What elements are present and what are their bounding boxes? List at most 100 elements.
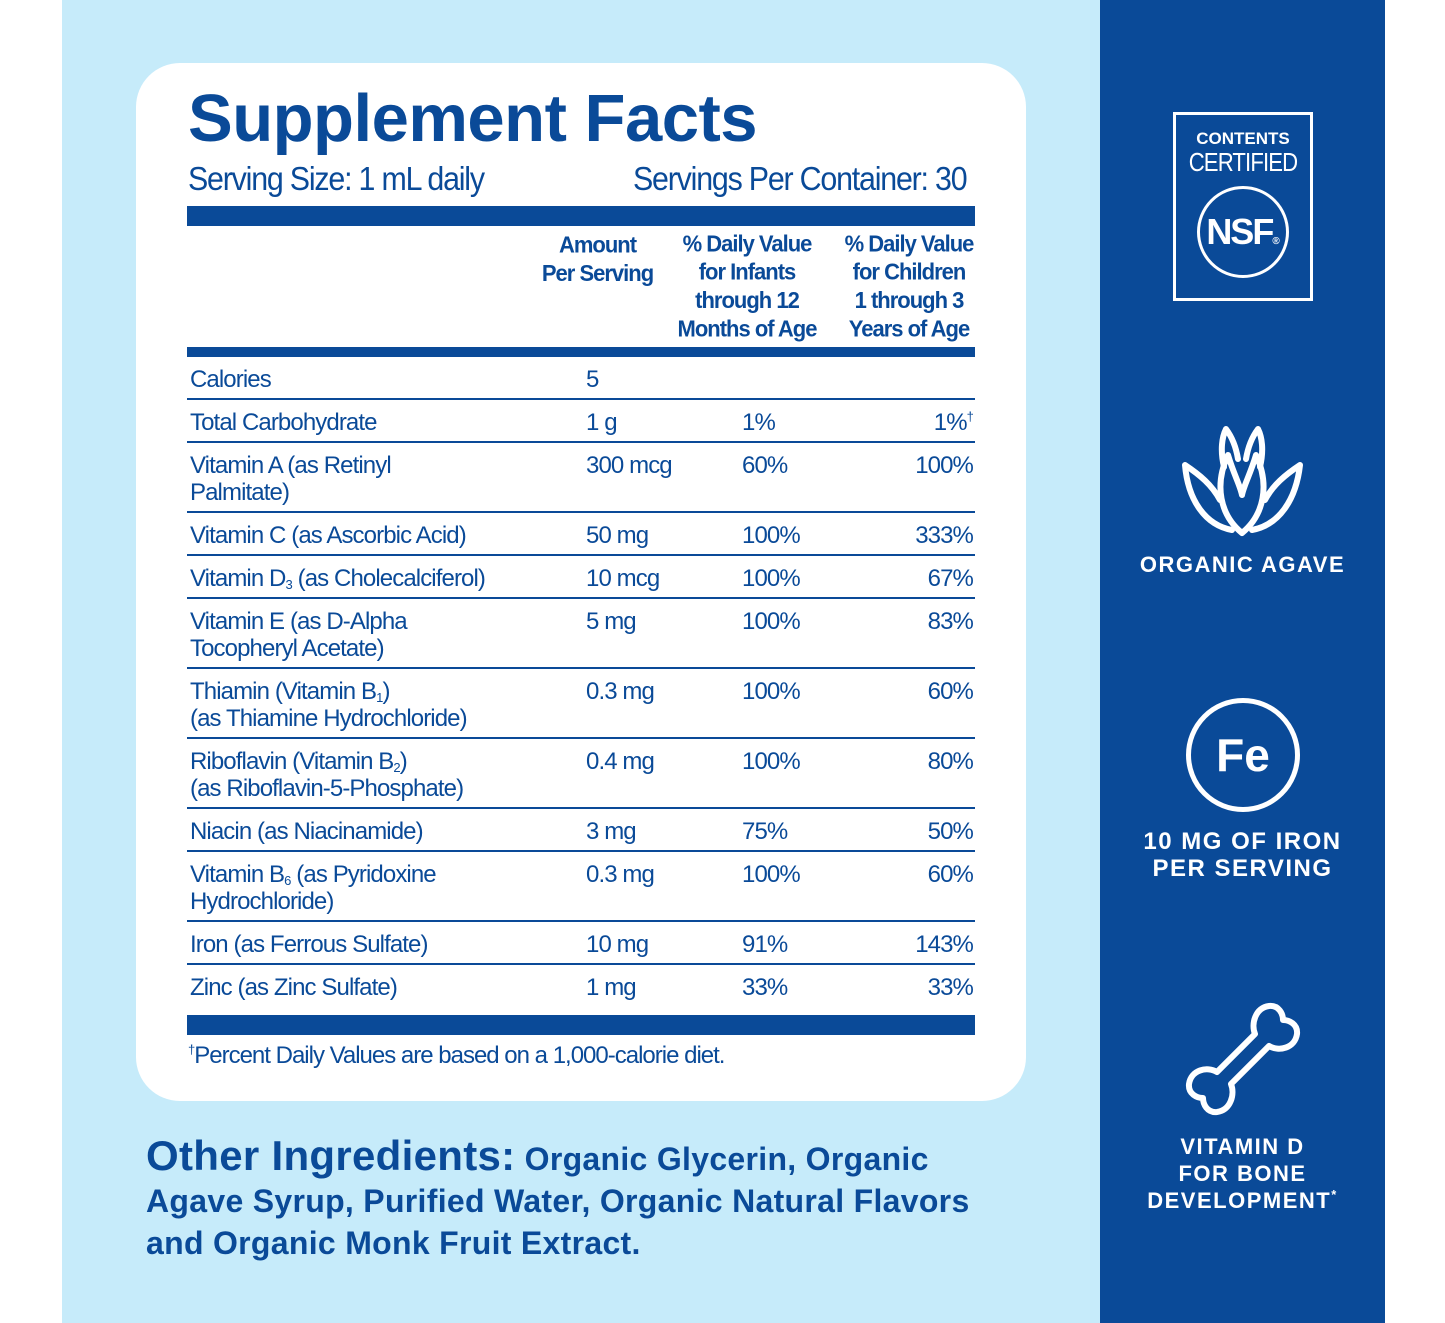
children-text: 100% (915, 452, 974, 479)
nutrient-name-line: Total Carbohydrate (190, 409, 377, 436)
nutrient-name: Niacin (as Niacinamide) (190, 818, 424, 845)
amount-text: 50 mg (586, 522, 649, 549)
nsf-logo: NSF® (1197, 186, 1289, 278)
children-text: 80% (927, 748, 974, 775)
header-line: through 12 (695, 287, 800, 314)
table-row: Vitamin A (as Retinyl Palmitate) 300 mcg 60… (187, 443, 975, 513)
amount-text: 0.3 mg (586, 678, 655, 705)
amount-text: 3 mg (586, 818, 637, 845)
infants-text: 100% (742, 608, 801, 635)
nutrient-name-line: Thiamin (Vitamin B1) (190, 678, 467, 705)
amount-value: 50 mg (586, 522, 649, 549)
children-value: 60% (928, 678, 974, 705)
infants-text: 91% (742, 931, 788, 958)
infants-value: 100% (742, 861, 801, 888)
dagger-mark: † (966, 409, 974, 424)
bottom-rule (187, 1015, 975, 1035)
name-text: Riboflavin (Vitamin B (190, 748, 394, 775)
infants-value: 60% (742, 452, 788, 479)
infants-value: 100% (742, 678, 801, 705)
nutrient-name-line: Iron (as Ferrous Sulfate) (190, 931, 429, 958)
amount-text: 5 mg (586, 608, 637, 635)
iron-line1: 10 MG OF IRON (1143, 828, 1342, 855)
nutrient-name-line: Vitamin A (as Retinyl (190, 452, 392, 479)
subscript: 6 (284, 873, 291, 888)
header-line: % Daily Value (682, 230, 813, 257)
header-line: 1 through 3 (854, 287, 965, 314)
infants-text: 100% (742, 678, 801, 705)
subscript: 3 (285, 577, 293, 592)
infants-text: 100% (742, 565, 801, 592)
infants-value: 100% (742, 522, 801, 549)
name-text: Calories (190, 366, 272, 393)
table-row: Iron (as Ferrous Sulfate) 10 mg 91% 143% (187, 922, 975, 965)
nutrient-name-line: (as Thiamine Hydrochloride) (190, 705, 468, 732)
children-text: 1% (933, 409, 968, 436)
nutrient-name: Iron (as Ferrous Sulfate) (190, 931, 429, 958)
nutrient-name: Zinc (as Zinc Sulfate) (190, 974, 398, 1001)
amount-value: 10 mg (586, 931, 649, 958)
table-row: Riboflavin (Vitamin B2) (as Riboflavin-5-… (187, 739, 975, 809)
table-row: Vitamin E (as D-Alpha Tocopheryl Acetate)… (187, 599, 975, 669)
table-row: Calories 5 (187, 357, 975, 400)
infants-value: 100% (742, 565, 801, 592)
amount-value: 3 mg (586, 818, 637, 845)
nutrient-name: Calories (190, 366, 272, 393)
amount-text: 10 mcg (586, 565, 660, 592)
infants-value: 100% (742, 748, 801, 775)
children-value: 80% (927, 748, 974, 775)
nutrient-name: Vitamin D3 (as Cholecalciferol) (190, 565, 486, 592)
name-text: (as Pyridoxine (290, 861, 436, 888)
footnote-text: Percent Daily Values are based on a 1,00… (194, 1042, 725, 1069)
nsf-line1: CONTENTS (1196, 129, 1290, 148)
amount-value: 1 mg (586, 974, 637, 1001)
footnote: †Percent Daily Values are based on a 1,0… (188, 1042, 725, 1070)
registered-mark: ® (1272, 236, 1280, 247)
amount-value: 5 mg (586, 608, 637, 635)
name-text: ) (382, 678, 390, 705)
nutrient-name-line: Vitamin C (as Ascorbic Acid) (190, 522, 467, 549)
dagger-mark: † (188, 1042, 195, 1057)
infants-text: 75% (742, 818, 788, 845)
name-text: Vitamin A (as Retinyl (190, 452, 392, 479)
table-row: Total Carbohydrate 1 g 1% 1%† (187, 400, 975, 443)
header-line: % Daily Value (844, 230, 975, 257)
children-text: 67% (927, 565, 974, 592)
header-line: Months of Age (677, 315, 818, 342)
infants-text: 100% (742, 748, 801, 775)
name-text: Tocopheryl Acetate) (190, 635, 385, 662)
table-row: Vitamin D3 (as Cholecalciferol) 10 mcg 100… (187, 556, 975, 599)
subscript: 2 (393, 760, 400, 775)
children-value: 50% (928, 818, 974, 845)
name-text: Total Carbohydrate (190, 409, 377, 436)
nutrient-name-line: (as Riboflavin-5-Phosphate) (190, 775, 464, 802)
amount-value: 300 mcg (586, 452, 673, 479)
amount-text: 300 mcg (586, 452, 673, 479)
servings-per-container: Servings Per Container: 30 (633, 160, 968, 197)
header-line: for Children (852, 258, 967, 285)
amount-text: 10 mg (586, 931, 649, 958)
other-ingredients-text: Organic Glycerin, Organic Agave Syrup, P… (146, 1141, 970, 1261)
amount-value: 0.3 mg (586, 861, 655, 888)
bone-icon (1185, 1002, 1301, 1116)
nutrient-name: Vitamin B6 (as Pyridoxine Hydrochloride) (190, 861, 437, 915)
children-text: 143% (915, 931, 974, 958)
amount-text: 1 mg (586, 974, 637, 1001)
header-line: Amount (558, 231, 637, 258)
name-text: (as Riboflavin-5-Phosphate) (190, 775, 464, 802)
name-text: Vitamin C (as Ascorbic Acid) (190, 522, 467, 549)
amount-value: 10 mcg (586, 565, 660, 592)
table-row: Niacin (as Niacinamide) 3 mg 75% 50% (187, 809, 975, 852)
nutrient-name-line: Vitamin B6 (as Pyridoxine (190, 861, 437, 888)
infants-text: 1% (742, 409, 776, 436)
amount-value: 5 (586, 366, 599, 393)
table-row: Vitamin B6 (as Pyridoxine Hydrochloride) 0… (187, 852, 975, 922)
name-text: Vitamin D (190, 565, 286, 592)
children-value: 33% (928, 974, 974, 1001)
agave-icon (1182, 426, 1303, 536)
children-value: 67% (927, 565, 974, 592)
nutrient-name: Vitamin A (as Retinyl Palmitate) (190, 452, 392, 506)
nutrient-name-line: Vitamin D3 (as Cholecalciferol) (190, 565, 486, 592)
nutrient-name-line: Zinc (as Zinc Sulfate) (190, 974, 398, 1001)
table-row: Thiamin (Vitamin B1) (as Thiamine Hydroch… (187, 669, 975, 739)
